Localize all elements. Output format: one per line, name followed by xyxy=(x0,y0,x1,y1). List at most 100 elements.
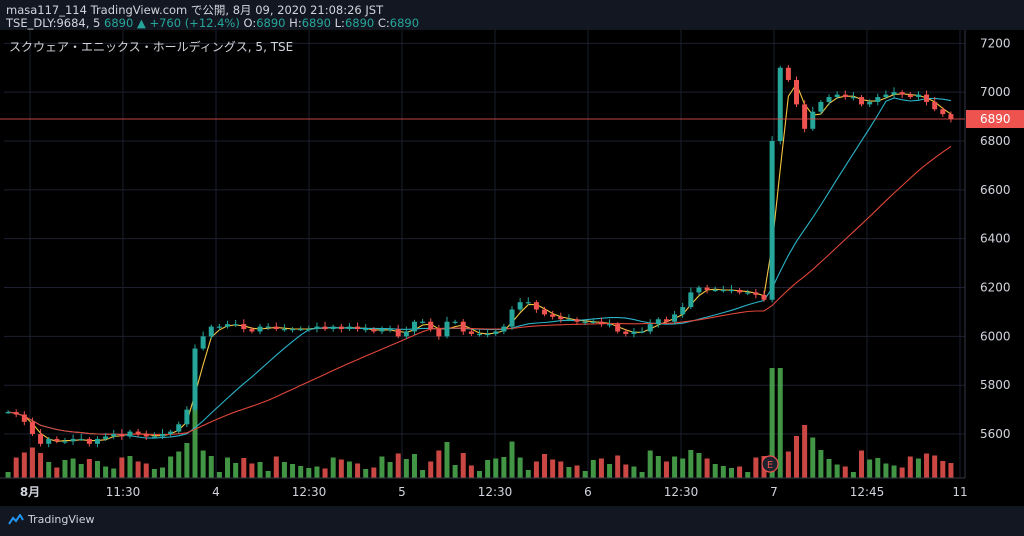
site-name[interactable]: TradingView.com xyxy=(90,3,188,17)
volume-bar xyxy=(306,468,312,478)
author-name[interactable]: masa117_114 xyxy=(6,3,87,17)
candle xyxy=(485,333,491,336)
candle xyxy=(13,412,19,415)
volume-bar xyxy=(103,466,109,478)
candle xyxy=(306,329,312,331)
volume-bar xyxy=(444,442,450,478)
volume-bar xyxy=(13,457,19,478)
volume-bar xyxy=(566,467,572,478)
volume-bar xyxy=(184,443,190,478)
volume-bar xyxy=(859,450,865,478)
volume-bar xyxy=(298,466,304,478)
chart-grid xyxy=(4,30,965,478)
close-label: C: xyxy=(377,16,390,30)
volume-bar xyxy=(208,456,214,478)
volume-bar xyxy=(371,467,377,478)
volume-bar xyxy=(574,465,580,478)
tradingview-logo-icon xyxy=(8,513,24,525)
volume-bar xyxy=(281,462,287,478)
volume-bar xyxy=(330,457,336,478)
volume-bar xyxy=(420,470,426,478)
candle xyxy=(135,431,141,435)
candle xyxy=(867,101,873,105)
volume-bar xyxy=(460,453,466,478)
high-value: 6890 xyxy=(301,16,331,30)
ma-mid-line xyxy=(8,97,951,439)
price-chart[interactable]: 5600 5800 6000 6200 6400 6600 6800 7000 7200 8月 1… xyxy=(0,30,1024,506)
candle xyxy=(785,67,791,80)
candle xyxy=(517,302,523,310)
candle xyxy=(5,412,11,414)
candle xyxy=(338,326,344,330)
candle xyxy=(590,321,596,323)
candle xyxy=(111,434,117,437)
volume-bar xyxy=(720,466,726,478)
candle xyxy=(891,92,897,95)
candle xyxy=(298,329,304,331)
candle xyxy=(184,409,190,425)
candle xyxy=(371,329,377,332)
volume-bar xyxy=(501,457,507,478)
candle xyxy=(672,314,678,322)
volume-bar xyxy=(883,463,889,478)
candle xyxy=(70,438,76,442)
candle xyxy=(826,97,832,102)
volume-bar xyxy=(233,463,239,478)
volume-bar xyxy=(355,463,361,478)
volume-bar xyxy=(436,450,442,478)
candle xyxy=(241,324,247,330)
candle xyxy=(737,289,743,293)
volume-bar xyxy=(834,464,840,478)
candle xyxy=(728,289,734,292)
candle xyxy=(533,302,539,310)
candle xyxy=(696,287,702,293)
candle xyxy=(387,329,393,331)
candle xyxy=(225,324,231,327)
candle xyxy=(428,321,434,330)
candle xyxy=(257,326,263,332)
volume-bar xyxy=(769,368,775,478)
candle xyxy=(273,326,279,330)
candle xyxy=(493,331,499,334)
candle xyxy=(663,319,669,322)
candle xyxy=(777,67,783,142)
candle xyxy=(761,294,767,300)
volume-bar xyxy=(395,453,401,478)
volume-bar xyxy=(891,465,897,478)
price-change: +760 (+12.4%) xyxy=(149,16,240,30)
x-tick-label: 7 xyxy=(770,485,778,499)
candle xyxy=(322,326,328,330)
candle xyxy=(875,97,881,102)
volume-bar xyxy=(5,472,11,478)
candle xyxy=(655,319,661,325)
candle xyxy=(62,441,68,443)
volume-bar xyxy=(62,460,68,478)
candle xyxy=(924,94,930,102)
x-tick-label: 5 xyxy=(398,485,406,499)
volume-bar xyxy=(493,458,499,478)
volume-bar xyxy=(672,456,678,478)
volume-bar xyxy=(241,458,247,478)
volume-bar xyxy=(379,456,385,478)
volume-bar xyxy=(785,451,791,478)
candle xyxy=(46,438,52,444)
price-axis: 5600 5800 6000 6200 6400 6600 6800 7000 7200 xyxy=(0,30,1011,479)
ma-fast-line xyxy=(8,82,952,442)
last-price-value: 6890 xyxy=(104,16,134,30)
symbol-name[interactable]: TSE_DLY:9684, 5 xyxy=(6,16,101,30)
volume-bar xyxy=(696,453,702,478)
candle xyxy=(379,329,385,332)
volume-bar xyxy=(485,460,491,478)
candle xyxy=(192,348,198,410)
x-tick-label: 12:45 xyxy=(850,485,885,499)
volume-bar xyxy=(452,465,458,478)
brand[interactable]: TradingView xyxy=(8,513,94,526)
candle xyxy=(623,331,629,334)
volume-bar xyxy=(38,453,44,478)
volume-bar xyxy=(745,472,751,478)
candle xyxy=(411,321,417,332)
candle xyxy=(794,79,799,105)
volume-bar xyxy=(615,455,621,478)
volume-bar xyxy=(54,467,60,478)
candle xyxy=(468,331,474,334)
